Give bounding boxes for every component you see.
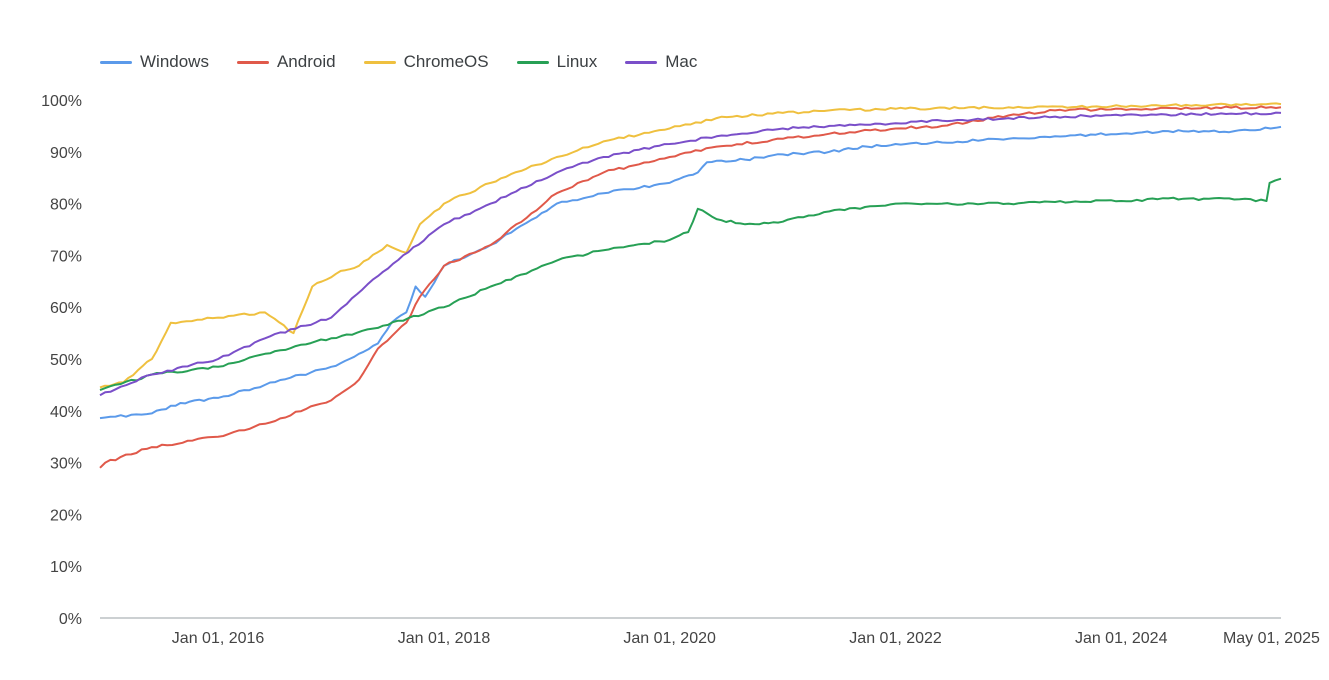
legend-swatch xyxy=(625,60,658,64)
series-line-chromeos xyxy=(99,102,1282,389)
legend-swatch xyxy=(516,60,549,64)
x-tick-label: Jan 01, 2022 xyxy=(849,630,942,647)
series-line-mac xyxy=(99,111,1282,397)
y-tick-label: 40% xyxy=(50,404,82,421)
legend-label: Linux xyxy=(556,52,598,71)
x-tick-label: May 01, 2025 xyxy=(1223,630,1320,647)
y-tick-label: 10% xyxy=(50,559,82,576)
y-tick-label: 90% xyxy=(50,145,82,162)
x-tick-label: Jan 01, 2016 xyxy=(172,630,265,647)
y-tick-label: 70% xyxy=(50,248,82,265)
x-tick-label: Jan 01, 2018 xyxy=(398,630,491,647)
legend-swatch xyxy=(100,60,132,64)
legend-label: Android xyxy=(276,52,336,71)
x-tick-label: Jan 01, 2020 xyxy=(623,630,716,647)
y-tick-label: 60% xyxy=(50,300,82,317)
chart-legend: Windows Android ChromeOS Linux Mac xyxy=(100,52,725,72)
y-tick-label: 0% xyxy=(59,611,82,628)
y-tick-label: 80% xyxy=(50,197,82,214)
legend-swatch xyxy=(363,60,396,64)
legend-swatch xyxy=(236,60,269,64)
x-tick-label: Jan 01, 2024 xyxy=(1075,630,1168,647)
legend-item-mac: Mac xyxy=(625,52,697,72)
y-tick-label: 100% xyxy=(41,93,82,110)
y-tick-label: 30% xyxy=(50,456,82,473)
legend-label: Windows xyxy=(140,52,209,71)
legend-item-windows: Windows xyxy=(100,52,209,72)
legend-item-chromeos: ChromeOS xyxy=(363,52,489,72)
legend-label: Mac xyxy=(665,52,698,71)
series-line-windows xyxy=(99,125,1282,420)
legend-item-linux: Linux xyxy=(516,52,598,72)
series-line-android xyxy=(99,105,1282,469)
series-line-linux xyxy=(99,177,1282,392)
legend-item-android: Android xyxy=(236,52,336,72)
y-tick-label: 20% xyxy=(50,507,82,524)
y-tick-label: 50% xyxy=(50,352,82,369)
legend-label: ChromeOS xyxy=(403,52,489,71)
